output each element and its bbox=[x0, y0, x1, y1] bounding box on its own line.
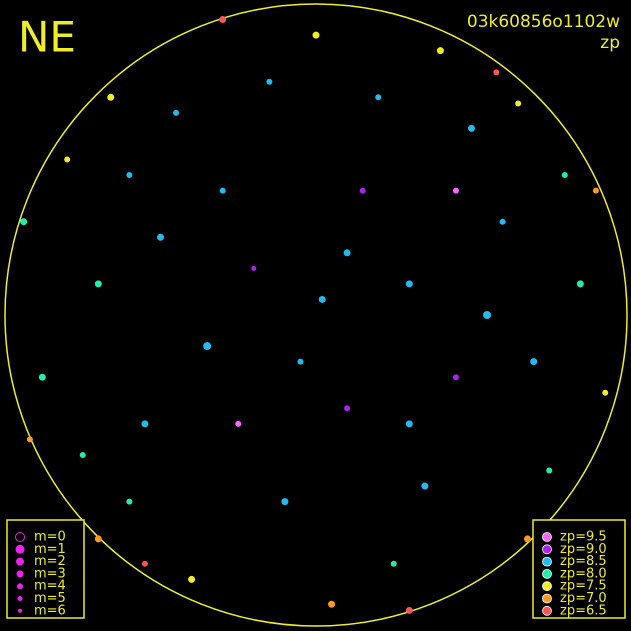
star bbox=[421, 482, 429, 490]
m-legend-symbol bbox=[16, 557, 24, 566]
field-circle bbox=[4, 3, 628, 627]
star bbox=[281, 498, 289, 506]
zp-legend-label: zp=8.0 bbox=[560, 566, 607, 581]
m-legend-label: m=0 bbox=[34, 530, 66, 545]
star bbox=[38, 373, 46, 381]
star bbox=[592, 187, 599, 194]
star bbox=[515, 100, 522, 107]
star bbox=[219, 187, 226, 194]
star bbox=[94, 280, 102, 288]
m-legend-symbol bbox=[15, 532, 25, 542]
title: NE bbox=[18, 13, 76, 62]
star bbox=[452, 374, 459, 381]
star bbox=[94, 535, 102, 543]
star bbox=[126, 498, 133, 505]
star bbox=[375, 94, 382, 101]
star bbox=[405, 606, 413, 614]
star bbox=[343, 249, 351, 257]
star bbox=[359, 187, 366, 194]
legends: m=0m=1m=2m=3m=4m=5m=6zp=9.5zp=9.0zp=8.5z… bbox=[15, 530, 607, 618]
star bbox=[141, 420, 149, 428]
star bbox=[297, 358, 304, 365]
star bbox=[328, 600, 336, 608]
star bbox=[530, 358, 538, 366]
star bbox=[64, 156, 71, 163]
star bbox=[235, 420, 242, 427]
m-legend-box bbox=[6, 519, 85, 619]
zp-legend-label: zp=9.5 bbox=[560, 530, 607, 545]
star bbox=[483, 311, 492, 319]
star bbox=[546, 467, 553, 474]
zp-legend-label: zp=6.5 bbox=[560, 603, 607, 618]
star bbox=[157, 233, 164, 241]
star bbox=[405, 420, 413, 428]
zp-legend-symbol bbox=[542, 581, 552, 592]
m-legend-symbol bbox=[17, 583, 23, 590]
star bbox=[219, 16, 227, 24]
star bbox=[390, 560, 397, 567]
star bbox=[318, 295, 326, 303]
zp-legend-symbol bbox=[542, 544, 552, 555]
zp-legend-symbol bbox=[542, 556, 552, 567]
zp-legend-label: zp=8.5 bbox=[560, 554, 607, 569]
star bbox=[141, 560, 148, 567]
m-legend-symbol bbox=[18, 608, 22, 613]
star bbox=[405, 280, 413, 288]
star bbox=[468, 124, 475, 132]
star bbox=[452, 187, 459, 194]
star bbox=[79, 451, 86, 458]
zp-legend-symbol bbox=[542, 532, 552, 542]
m-legend-symbol bbox=[16, 570, 24, 578]
star bbox=[107, 93, 115, 101]
m-legend-label: m=4 bbox=[34, 579, 66, 594]
star bbox=[266, 78, 273, 85]
zp-legend-symbol bbox=[542, 605, 552, 616]
star-field bbox=[20, 16, 609, 614]
star bbox=[499, 218, 506, 225]
star bbox=[523, 535, 531, 543]
star bbox=[126, 172, 133, 179]
zp-legend-label: zp=7.0 bbox=[560, 591, 607, 606]
m-legend-label: m=3 bbox=[34, 566, 66, 581]
star bbox=[436, 47, 444, 55]
star bbox=[173, 109, 180, 116]
zp-legend-symbol bbox=[542, 593, 552, 604]
m-legend-symbol bbox=[15, 544, 25, 554]
star bbox=[493, 69, 500, 76]
zp-legend-symbol bbox=[542, 569, 552, 579]
star bbox=[188, 575, 196, 583]
star bbox=[203, 342, 212, 351]
frame-id: 03k60856o1102w bbox=[467, 12, 620, 32]
m-legend-label: m=2 bbox=[34, 554, 66, 569]
star bbox=[561, 172, 568, 179]
star bbox=[344, 405, 351, 412]
star bbox=[576, 280, 584, 288]
zp-legend-label: zp=9.0 bbox=[560, 542, 607, 557]
star bbox=[26, 436, 33, 443]
star bbox=[602, 389, 609, 396]
m-legend-label: m=6 bbox=[34, 603, 66, 618]
m-legend-symbol bbox=[17, 596, 23, 601]
color-key: zp bbox=[600, 33, 620, 53]
m-legend-label: m=5 bbox=[34, 591, 66, 606]
star bbox=[251, 265, 257, 271]
m-legend-label: m=1 bbox=[34, 542, 66, 557]
star bbox=[20, 218, 28, 226]
zp-legend-label: zp=7.5 bbox=[560, 579, 607, 594]
star bbox=[312, 31, 320, 39]
